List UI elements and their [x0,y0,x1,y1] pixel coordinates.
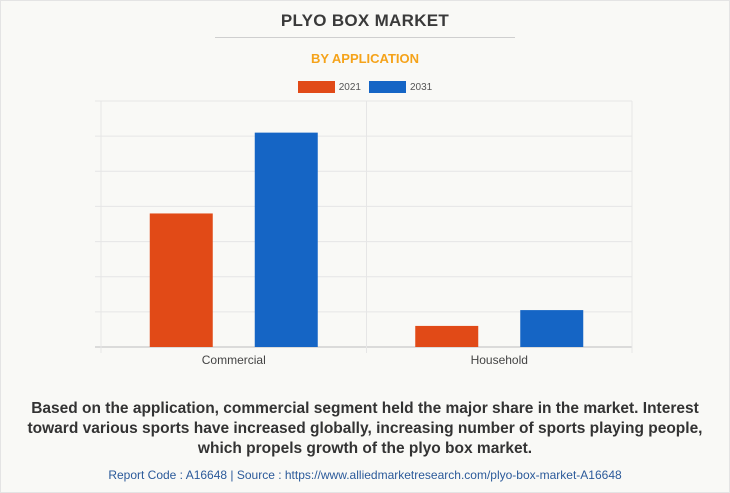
legend-swatch-2021 [297,81,335,93]
chart-description: Based on the application, commercial seg… [27,400,703,457]
legend-item-2031[interactable]: 2031 [369,81,432,93]
legend-label-2031: 2031 [410,81,433,93]
bar-chart: Commercial Household [95,100,633,367]
bar-2031-commercial [254,132,318,347]
legend-swatch-2031 [369,81,406,93]
legend-item-2021[interactable]: 2021 [297,81,361,93]
chart-subtitle: BY APPLICATION [310,51,420,66]
bar-2031-household [520,310,584,347]
x-tick-label: Commercial [202,353,266,367]
chart-legend: 2021 2031 [0,80,730,94]
bar-2021-commercial [149,213,213,347]
bar-2021-household [415,325,479,347]
title-divider [215,37,515,38]
chart-title: PLYO BOX MARKET [280,11,450,30]
x-tick-label: Household [471,353,528,367]
source-footer[interactable]: Report Code : A16648 | Source : https://… [108,468,622,482]
legend-label-2021: 2021 [338,81,361,93]
